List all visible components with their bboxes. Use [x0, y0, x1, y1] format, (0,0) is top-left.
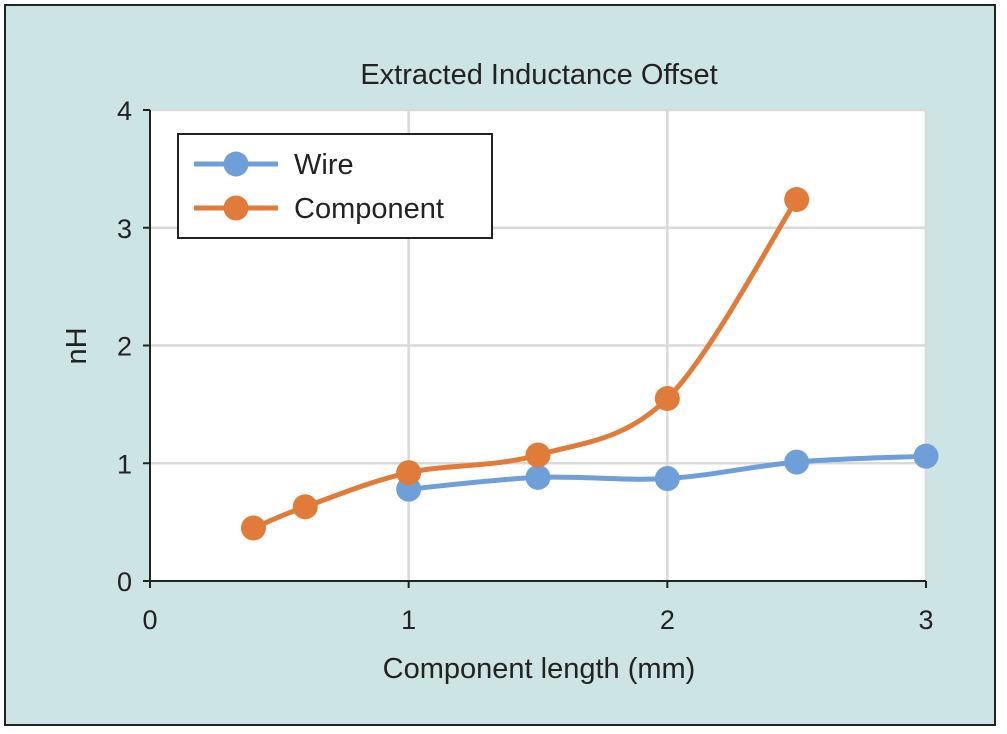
x-axis-title: Component length (mm) — [383, 653, 696, 685]
legend-box — [177, 133, 493, 239]
data-point-component — [240, 515, 266, 541]
data-point-component — [654, 385, 680, 411]
data-point-component — [784, 186, 810, 212]
chart-canvas: Extracted Inductance Offset 0 1 2 3 0 1 2 3 4 Co… — [6, 6, 994, 724]
data-point-component — [292, 494, 318, 520]
chart-title: Extracted Inductance Offset — [360, 59, 717, 91]
data-point-wire — [525, 464, 551, 490]
y-tick-label: 3 — [117, 214, 132, 244]
y-tick-label: 1 — [117, 449, 132, 479]
x-tick-label: 2 — [660, 605, 675, 635]
legend-label-wire: Wire — [294, 149, 354, 181]
data-point-wire — [654, 466, 680, 492]
y-tick-label: 0 — [117, 567, 132, 597]
series-component — [240, 186, 810, 541]
legend-label-component: Component — [294, 193, 444, 225]
data-point-component — [525, 442, 551, 468]
chart-frame: Extracted Inductance Offset 0 1 2 3 0 1 2 3 4 Co… — [4, 4, 996, 726]
y-tick-label: 4 — [117, 96, 132, 126]
x-tick-label: 1 — [401, 605, 416, 635]
data-point-component — [396, 460, 422, 486]
series-layer — [240, 186, 939, 541]
x-tick-label: 3 — [918, 605, 933, 635]
legend-marker-component — [223, 195, 249, 221]
x-tick-label: 0 — [142, 605, 157, 635]
y-axis-title: nH — [61, 327, 93, 364]
y-tick-label: 2 — [117, 332, 132, 362]
data-point-wire — [913, 443, 939, 469]
legend-marker-wire — [223, 151, 249, 177]
data-point-wire — [784, 449, 810, 475]
axes — [143, 109, 927, 588]
tick-labels: 0 1 2 3 0 1 2 3 4 — [117, 96, 934, 635]
legend: Wire Component — [177, 133, 493, 239]
